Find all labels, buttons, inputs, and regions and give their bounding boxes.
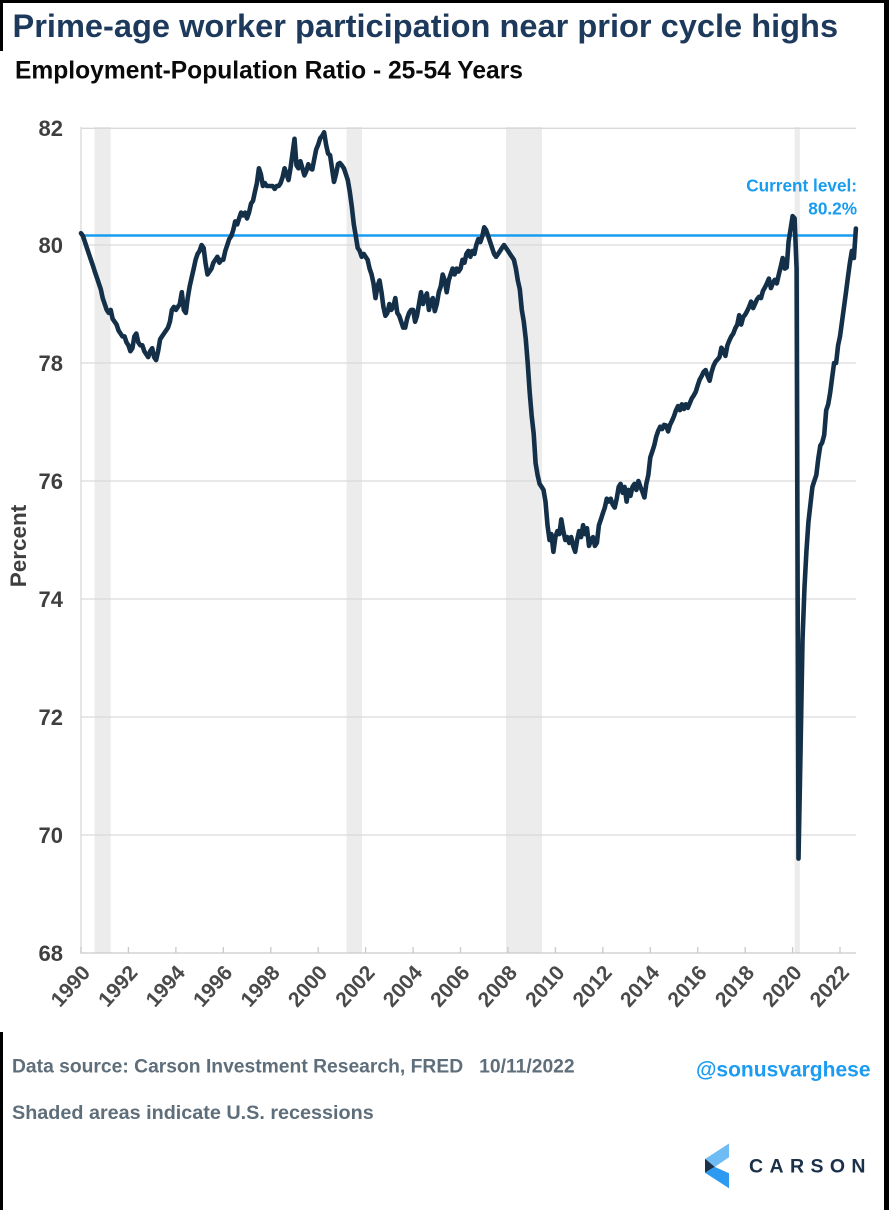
- svg-text:78: 78: [39, 351, 63, 376]
- svg-text:70: 70: [39, 823, 63, 848]
- svg-text:Prime-age worker participation: Prime-age worker participation near prio…: [13, 7, 839, 44]
- svg-text:80: 80: [39, 233, 63, 258]
- svg-text:Current level:: Current level:: [746, 175, 857, 195]
- svg-text:72: 72: [39, 705, 63, 730]
- svg-text:@sonusvarghese: @sonusvarghese: [696, 1059, 871, 1082]
- svg-text:82: 82: [39, 116, 63, 141]
- svg-text:Percent: Percent: [6, 504, 31, 587]
- svg-text:CARSON: CARSON: [749, 1156, 872, 1178]
- svg-text:Employment-Population Ratio -: Employment-Population Ratio - 25-54 Year…: [15, 58, 523, 85]
- svg-text:74: 74: [39, 587, 64, 612]
- svg-text:76: 76: [39, 469, 63, 494]
- svg-text:Shaded areas indicate U.S. rec: Shaded areas indicate U.S. recessions: [12, 1102, 374, 1124]
- svg-text:Data source: Carson Investment: Data source: Carson Investment Research,…: [12, 1057, 575, 1078]
- svg-text:80.2%: 80.2%: [808, 199, 857, 219]
- svg-text:68: 68: [39, 941, 63, 966]
